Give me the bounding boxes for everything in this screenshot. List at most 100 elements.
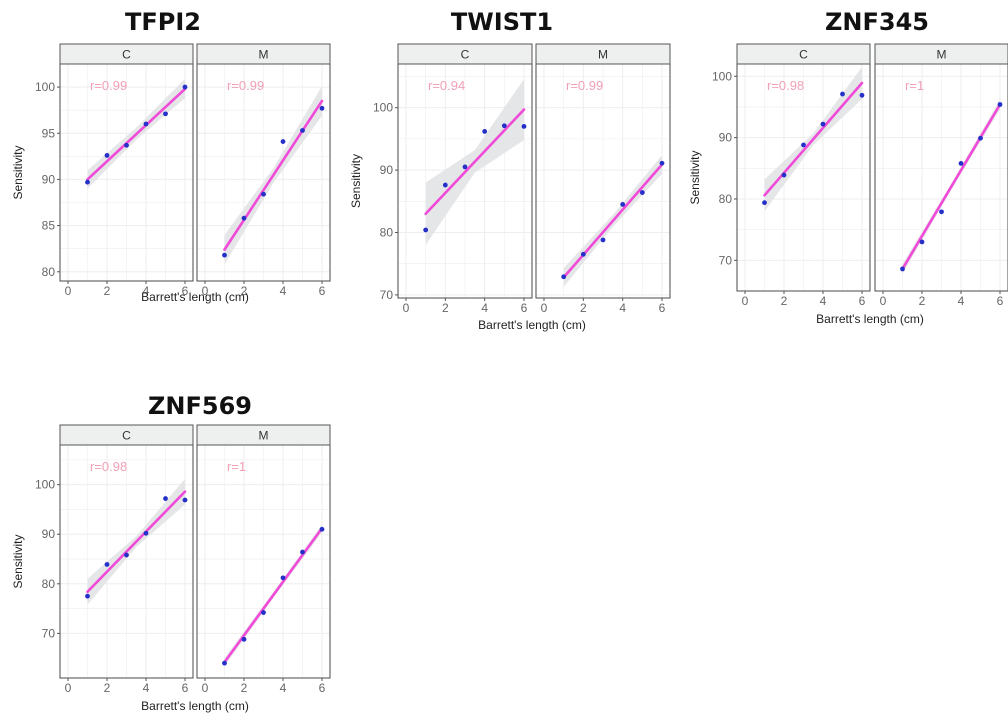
data-point [840, 91, 845, 97]
data-point [280, 139, 286, 144]
x-tick-label: 2 [781, 294, 788, 308]
data-point [182, 84, 188, 90]
data-point [85, 593, 90, 599]
chart-znf345: ZNF345 r=0.98 C 0 2 4 6 70 80 90 100 Sensitivity r=1… [688, 8, 1008, 326]
data-point [300, 128, 305, 133]
chart-title: ZNF569 [148, 392, 252, 420]
data-point [801, 142, 806, 148]
y-tick-label: 80 [42, 577, 56, 591]
data-point [659, 160, 665, 166]
data-point [85, 179, 90, 185]
facet-strip [59, 43, 194, 65]
x-tick-label: 0 [202, 681, 209, 695]
facet-strip [196, 424, 331, 446]
facet-strip [397, 43, 533, 65]
data-point [919, 239, 925, 245]
fit-line [424, 108, 526, 216]
chart-title: ZNF345 [825, 8, 929, 36]
chart-title: TFPI2 [125, 8, 201, 36]
data-point [319, 526, 325, 532]
facet-strip [535, 43, 671, 65]
data-point [104, 562, 110, 567]
data-point [521, 124, 527, 129]
r-annotation: r=0.99 [566, 78, 603, 93]
data-point [143, 530, 149, 536]
data-point [501, 123, 507, 129]
data-point [300, 549, 305, 555]
y-tick-label: 70 [42, 626, 56, 640]
x-tick-label: 6 [182, 284, 189, 298]
facet-label: M [259, 429, 269, 443]
x-tick-label: 4 [958, 294, 965, 308]
y-tick-label: 100 [712, 69, 732, 83]
fit-line [901, 103, 1002, 271]
facet-label: C [799, 48, 808, 62]
facet-strip [736, 43, 871, 65]
panel-c: r=0.98 C 0 2 4 6 70 80 90 100 Sensitivity [688, 43, 871, 308]
x-tick-label: 6 [319, 681, 326, 695]
y-tick-label: 100 [35, 80, 55, 94]
grid [875, 64, 1008, 291]
x-tick-label: 4 [143, 284, 150, 298]
panel-c: r=0.98 C 0 2 4 6 70 80 90 100 Sensitivity [11, 424, 194, 695]
data-point [580, 251, 586, 257]
y-tick-label: 70 [719, 253, 733, 267]
r-annotation: r=1 [905, 78, 924, 93]
x-tick-label: 6 [182, 681, 189, 695]
x-tick-label: 0 [65, 284, 72, 298]
data-point [261, 610, 266, 615]
x-tick-label: 2 [104, 681, 111, 695]
facet-label: C [122, 48, 131, 62]
data-point [978, 135, 983, 141]
x-axis-label: Barrett's length (cm) [478, 318, 586, 332]
data-point [639, 190, 645, 195]
y-tick-label: 90 [719, 131, 733, 145]
fit-line [763, 81, 864, 197]
data-point [222, 660, 227, 666]
x-tick-label: 6 [659, 301, 666, 315]
r-annotation: r=0.94 [428, 78, 465, 93]
panel-m: r=1 M 0 2 4 6 [196, 424, 331, 695]
x-tick-label: 2 [104, 284, 111, 298]
facet-strip [59, 424, 194, 446]
chart-znf569: ZNF569 r=0.98 C 0 2 4 6 70 80 90 100 Sensitivity r=1… [11, 392, 331, 713]
x-axis-label: Barrett's length (cm) [141, 699, 249, 713]
x-tick-label: 0 [742, 294, 749, 308]
x-tick-label: 0 [880, 294, 887, 308]
grid [60, 64, 193, 281]
x-tick-label: 2 [919, 294, 926, 308]
x-tick-label: 2 [241, 284, 248, 298]
data-point [222, 252, 227, 258]
facet-label: M [259, 48, 269, 62]
data-point [124, 552, 129, 558]
r-annotation: r=0.98 [767, 78, 804, 93]
data-point [261, 191, 266, 197]
y-tick-label: 90 [42, 527, 56, 541]
x-tick-label: 6 [521, 301, 528, 315]
r-annotation: r=1 [227, 459, 246, 474]
x-tick-label: 4 [619, 301, 626, 315]
facet-strip [874, 43, 1008, 65]
x-tick-label: 4 [820, 294, 827, 308]
data-point [241, 215, 247, 221]
panel-c: r=0.94 C 0 2 4 6 70 80 90 100 Sensitivity [349, 43, 533, 315]
y-axis-label: Sensitivity [688, 150, 702, 204]
grid [197, 64, 330, 281]
data-point [442, 182, 448, 188]
data-point [124, 142, 129, 148]
x-tick-label: 4 [280, 284, 287, 298]
x-tick-label: 0 [403, 301, 410, 315]
panel-m: r=1 M 0 2 4 6 [874, 43, 1008, 308]
x-tick-label: 0 [541, 301, 548, 315]
data-point [939, 209, 944, 215]
x-tick-label: 6 [859, 294, 866, 308]
data-point [423, 227, 429, 233]
data-point [241, 636, 247, 642]
y-tick-label: 80 [42, 265, 56, 279]
x-tick-label: 4 [280, 681, 287, 695]
data-point [482, 128, 488, 134]
panel-c: r=0.99 C 0 2 4 6 80 85 90 95 100 Sensitivity [11, 43, 194, 298]
grid [197, 445, 330, 678]
